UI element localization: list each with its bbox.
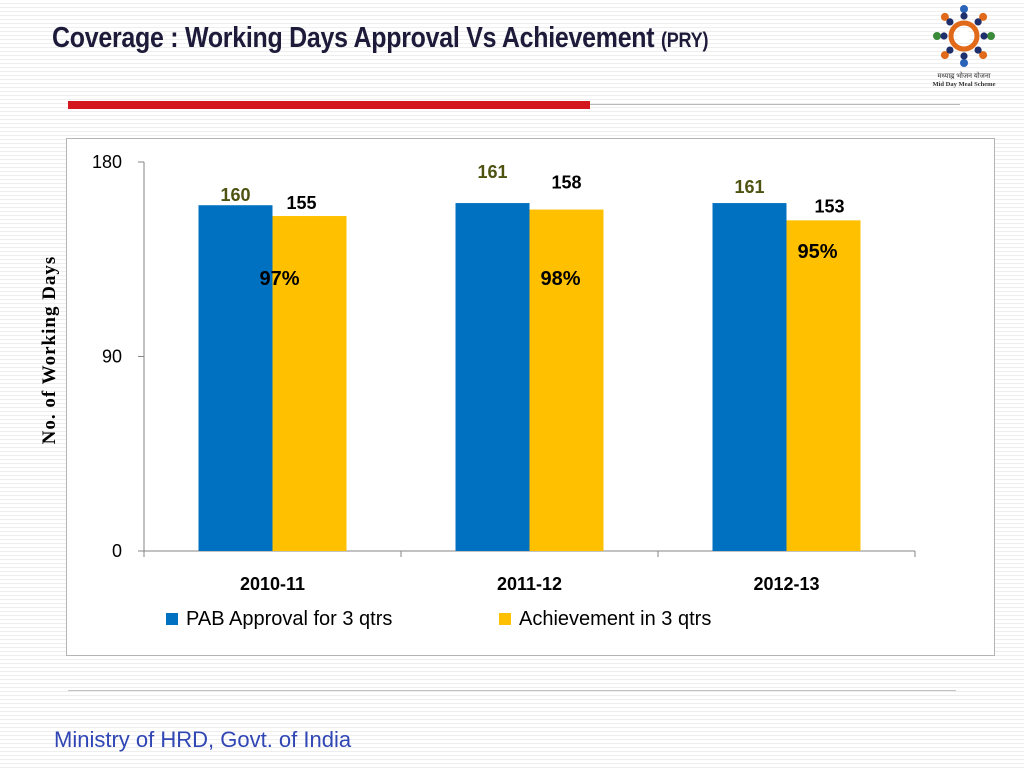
slide-title-main: Coverage : Working Days Approval Vs Achi… [52, 22, 662, 54]
data-label-pab-approval: 161 [734, 177, 764, 197]
data-label-achievement: 155 [286, 193, 316, 213]
y-tick-label: 90 [102, 347, 122, 367]
data-label-pab-approval: 161 [477, 162, 507, 182]
footer-text: Ministry of HRD, Govt. of India [54, 727, 352, 752]
data-label-pab-approval: 160 [220, 185, 250, 205]
legend-pab-approval-label: PAB Approval for 3 qtrs [186, 608, 392, 630]
bar-pab-approval-2011-12 [455, 203, 530, 552]
percent-label: 97% [259, 268, 299, 290]
y-tick-label: 180 [92, 152, 122, 172]
x-category-label: 2011-12 [497, 574, 562, 594]
legend-achievement-label: Achievement in 3 qtrs [519, 608, 711, 630]
data-label-achievement: 158 [551, 173, 581, 193]
logo-text-english: Mid Day Meal Scheme [932, 81, 996, 88]
percent-label: 98% [540, 268, 580, 290]
logo-text-hindi: मध्याह्न भोजन योजना [937, 72, 991, 80]
y-tick-label: 0 [112, 541, 122, 561]
title-underline-grey [590, 104, 960, 105]
mid-day-meal-logo: मध्याह्न भोजन योजना Mid Day Meal Scheme [928, 2, 1000, 94]
y-axis-label: No. of Working Days [39, 255, 60, 445]
legend-achievement-swatch [499, 613, 511, 625]
percent-label: 95% [797, 241, 837, 263]
legend-pab-approval-swatch [166, 613, 178, 625]
data-label-achievement: 153 [814, 196, 844, 216]
bar-achievement-2012-13 [786, 220, 861, 551]
x-category-label: 2012-13 [753, 574, 819, 594]
slide-title: Coverage : Working Days Approval Vs Achi… [52, 22, 708, 55]
footer-divider [68, 690, 956, 691]
bar-achievement-2011-12 [529, 209, 604, 551]
x-category-label: 2010-11 [240, 574, 305, 594]
bar-pab-approval-2012-13 [712, 203, 787, 552]
chart-area: 0 90 180 160 155 97% 2010-11 161 158 98% 2011-12 16… [66, 138, 995, 656]
bar-chart: 0 90 180 160 155 97% 2010-11 161 158 98% 2011-12 16… [92, 152, 916, 630]
slide-title-suffix: (PRY) [661, 29, 709, 52]
bar-pab-approval-2010-11 [198, 205, 273, 551]
title-underline-red [68, 101, 590, 109]
mid-day-meal-logo-icon [933, 5, 995, 67]
bar-achievement-2010-11 [272, 216, 347, 551]
